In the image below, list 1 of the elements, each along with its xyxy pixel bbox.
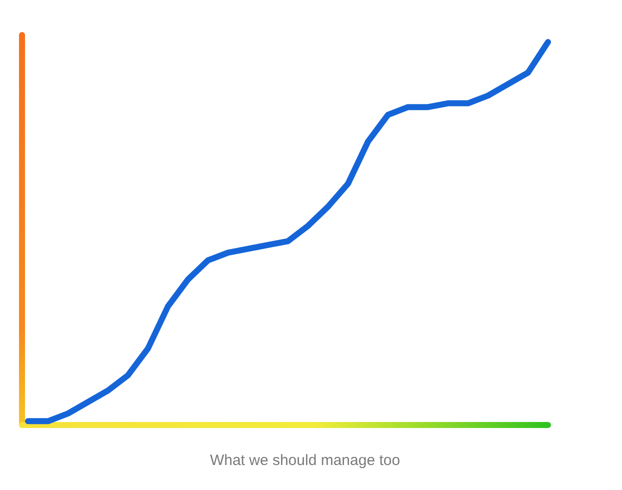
x-axis-title: What we should manage too: [210, 452, 400, 469]
